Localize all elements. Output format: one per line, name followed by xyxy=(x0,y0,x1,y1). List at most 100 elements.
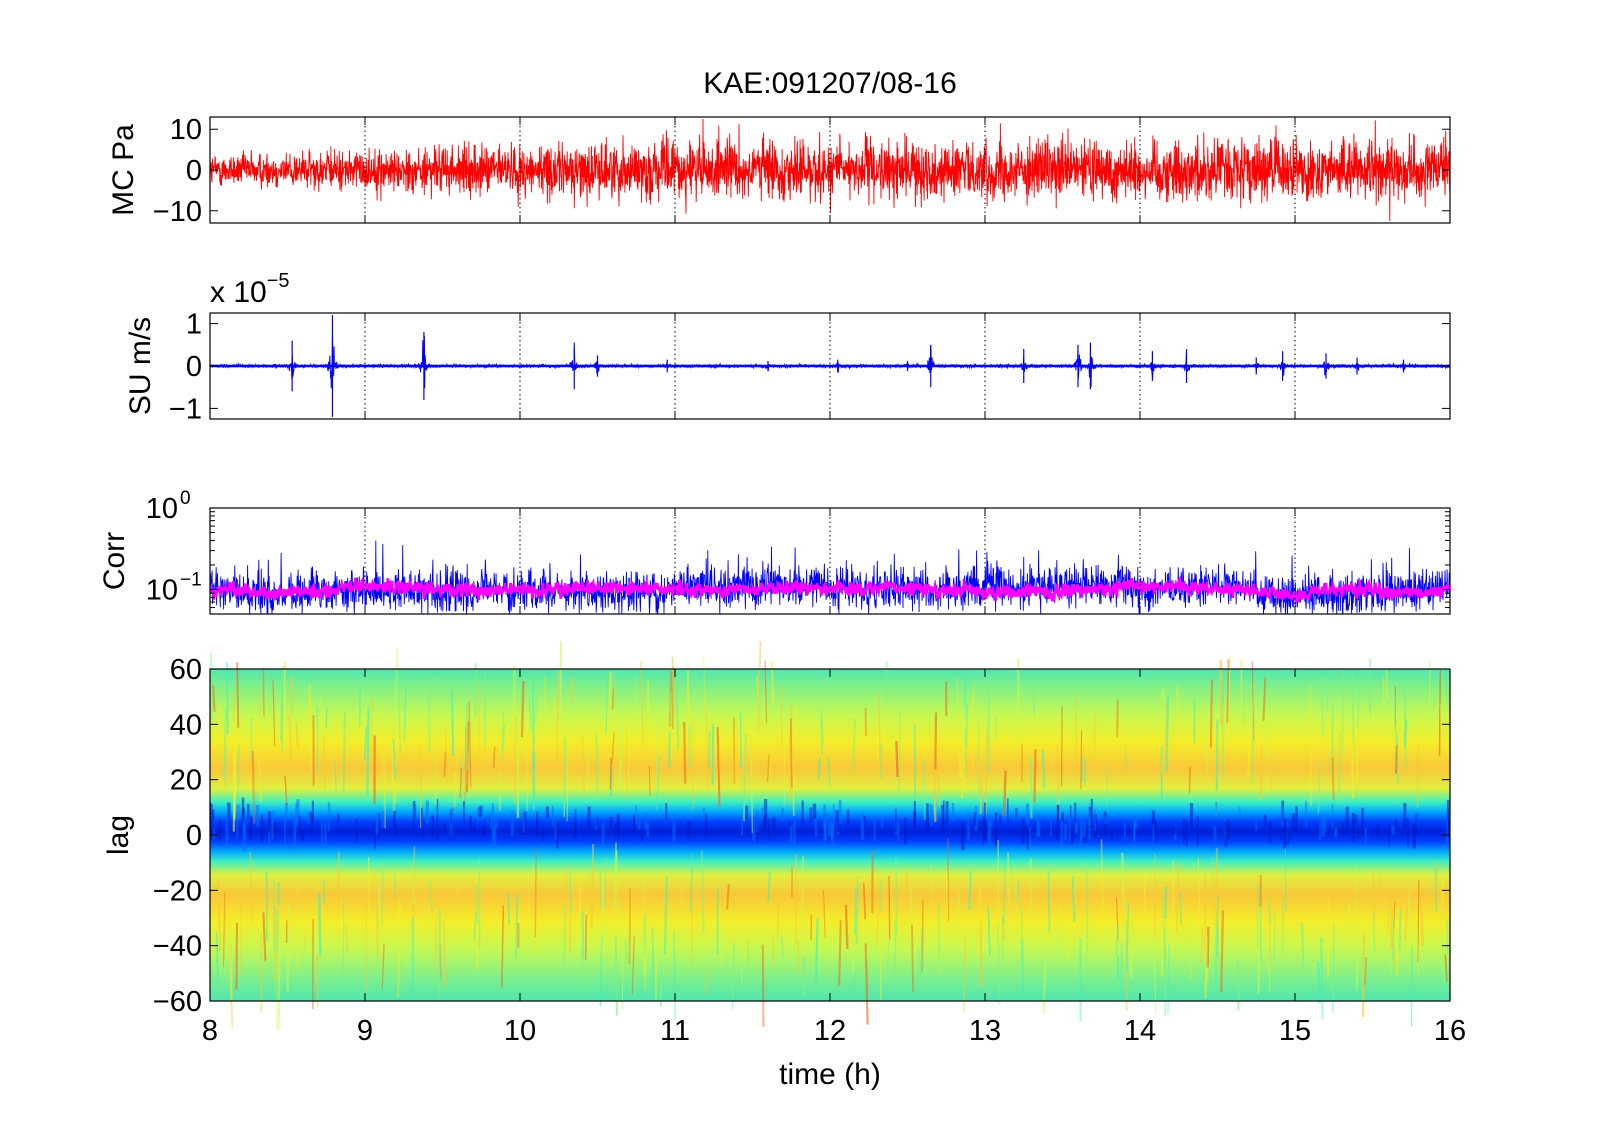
heatmap-streak xyxy=(468,701,472,788)
heatmap-streak xyxy=(689,853,694,913)
su-velocity-multiplier-exponent: −5 xyxy=(267,270,290,292)
y-tick-label: 0 xyxy=(186,351,202,383)
heatmap-streak xyxy=(284,776,288,806)
heatmap-streak xyxy=(905,866,909,913)
heatmap-streak xyxy=(358,687,362,727)
heatmap-streak xyxy=(501,905,505,988)
heatmap-streak xyxy=(1189,914,1193,982)
heatmap-streak xyxy=(581,910,585,959)
heatmap-streak xyxy=(930,865,934,900)
heatmap-streak xyxy=(1059,902,1062,954)
heatmap-streak xyxy=(1226,659,1230,724)
heatmap-streak xyxy=(1363,956,1368,986)
heatmap-streak xyxy=(397,900,401,926)
heatmap-streak xyxy=(961,735,965,798)
heatmap-streak xyxy=(1320,937,1324,1020)
heatmap-streak xyxy=(879,914,883,1003)
heatmap-streak xyxy=(788,732,791,805)
heatmap-streak xyxy=(595,733,599,796)
heatmap-streak xyxy=(855,876,859,945)
heatmap-streak xyxy=(514,893,519,959)
heatmap-streak xyxy=(455,735,459,770)
heatmap-streak xyxy=(318,893,322,956)
heatmap-streak xyxy=(1002,907,1006,930)
heatmap-streak xyxy=(1115,924,1120,956)
heatmap-streak xyxy=(1434,867,1438,913)
heatmap-streak xyxy=(1164,886,1168,919)
heatmap-streak xyxy=(233,732,237,820)
heatmap-streak xyxy=(732,755,737,787)
heatmap-streak xyxy=(941,704,945,737)
heatmap-streak xyxy=(756,674,760,703)
heatmap-streak xyxy=(618,712,621,788)
heatmap-streak xyxy=(1357,686,1360,731)
heatmap-streak xyxy=(1007,852,1010,904)
heatmap-streak xyxy=(814,918,819,981)
y-tick-label: −1 xyxy=(169,393,202,425)
heatmap-streak xyxy=(464,726,467,805)
heatmap-streak xyxy=(766,754,770,782)
heatmap-streak xyxy=(580,954,584,984)
su-velocity-plot-area xyxy=(210,315,1450,417)
heatmap-streak xyxy=(277,944,281,1030)
heatmap-streak xyxy=(966,704,968,748)
heatmap-streak xyxy=(1419,891,1425,947)
heatmap-streak xyxy=(962,705,966,742)
heatmap-streak xyxy=(262,667,265,717)
heatmap-streak xyxy=(1001,915,1007,939)
heatmap-streak xyxy=(1268,961,1271,992)
heatmap-streak xyxy=(844,904,849,950)
heatmap-streak xyxy=(1251,660,1255,741)
heatmap-streak xyxy=(851,972,856,996)
heatmap-streak xyxy=(223,709,227,779)
heatmap-streak xyxy=(406,929,410,965)
heatmap-streak xyxy=(968,870,972,911)
y-tick-label: −40 xyxy=(153,931,202,963)
heatmap-streak xyxy=(1259,746,1264,800)
heatmap-streak xyxy=(475,885,479,925)
heatmap-streak xyxy=(1367,688,1371,719)
heatmap-streak xyxy=(1163,945,1167,988)
heatmap-streak xyxy=(1100,839,1104,921)
su-velocity-multiplier: x 10−5 xyxy=(210,270,290,309)
heatmap-streak xyxy=(671,657,675,717)
heatmap-streak xyxy=(411,867,415,905)
heatmap-streak xyxy=(976,935,981,960)
heatmap-streak xyxy=(780,935,784,957)
heatmap-streak xyxy=(258,761,262,802)
heatmap-streak xyxy=(731,942,736,1009)
heatmap-streak xyxy=(1281,899,1285,955)
heatmap-streak xyxy=(1176,684,1180,730)
heatmap-streak xyxy=(963,935,966,1012)
heatmap-streak xyxy=(1188,767,1191,794)
x-tick-label: 10 xyxy=(504,1015,536,1047)
heatmap-streak xyxy=(851,943,856,974)
heatmap-streak xyxy=(611,732,615,765)
heatmap-streak xyxy=(1032,684,1036,716)
heatmap-streak xyxy=(1444,954,1448,982)
heatmap-streak xyxy=(334,760,337,795)
heatmap-streak xyxy=(303,929,307,952)
heatmap-streak xyxy=(475,921,479,970)
heatmap-streak xyxy=(790,705,793,796)
heatmap-streak xyxy=(668,692,672,743)
heatmap-streak xyxy=(823,890,826,938)
lag-heatmap-texture xyxy=(209,640,1451,1030)
heatmap-streak xyxy=(884,661,888,705)
heatmap-streak xyxy=(445,729,448,785)
heatmap-streak xyxy=(1041,749,1046,789)
heatmap-streak xyxy=(391,745,395,815)
heatmap-streak xyxy=(1410,947,1413,1027)
heatmap-streak xyxy=(605,683,609,734)
heatmap-streak xyxy=(690,909,694,969)
heatmap-streak xyxy=(288,715,293,760)
heatmap-streak xyxy=(663,877,668,954)
heatmap-streak xyxy=(463,733,466,759)
heatmap-streak xyxy=(534,683,538,724)
heatmap-streak xyxy=(1349,909,1352,940)
heatmap-streak xyxy=(920,928,924,976)
heatmap-streak xyxy=(613,842,617,911)
heatmap-streak xyxy=(459,767,463,799)
heatmap-streak xyxy=(217,881,222,951)
heatmap-streak xyxy=(1129,912,1133,979)
